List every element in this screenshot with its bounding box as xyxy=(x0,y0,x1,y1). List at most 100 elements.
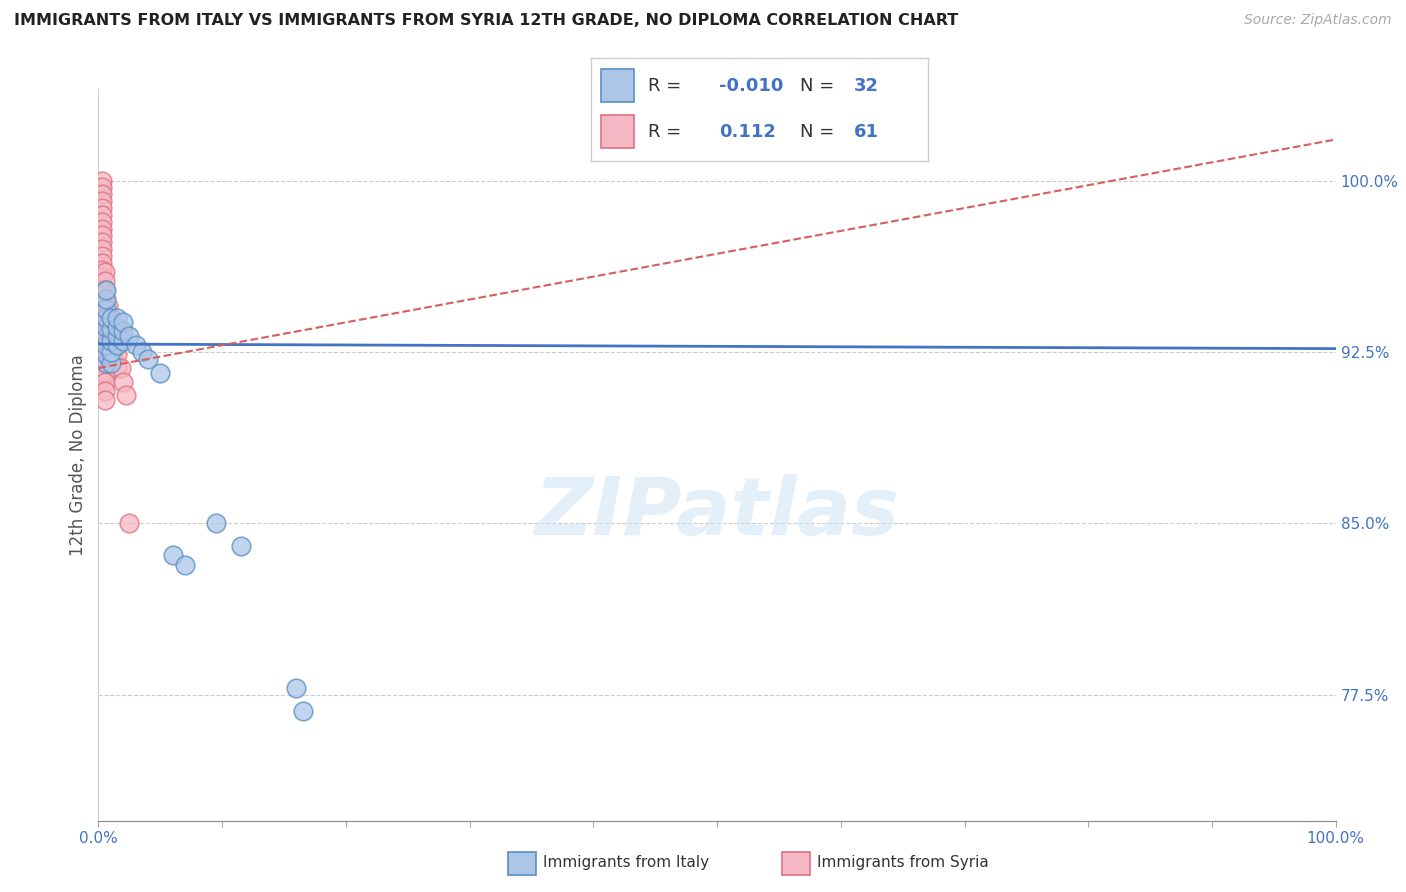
Point xyxy=(91,180,114,194)
Point xyxy=(91,201,114,215)
Point xyxy=(100,310,122,325)
Point xyxy=(112,325,135,339)
Point xyxy=(105,338,128,352)
Point xyxy=(97,345,120,359)
Point xyxy=(91,269,114,284)
Point xyxy=(93,265,115,279)
Point xyxy=(118,516,141,531)
Point xyxy=(162,549,184,563)
Point xyxy=(91,325,114,339)
Bar xyxy=(600,115,634,148)
Text: Immigrants from Syria: Immigrants from Syria xyxy=(817,855,988,870)
Point xyxy=(91,187,114,202)
Point xyxy=(285,681,308,695)
Point xyxy=(94,320,117,334)
Point xyxy=(97,322,120,336)
Point xyxy=(93,392,115,407)
Point xyxy=(105,329,128,343)
Point xyxy=(97,310,120,325)
Point xyxy=(136,351,159,366)
Point xyxy=(93,293,115,307)
Point xyxy=(105,320,128,334)
Point xyxy=(114,388,136,402)
Point xyxy=(91,310,114,325)
Point xyxy=(110,361,132,376)
Point xyxy=(94,310,117,325)
Point xyxy=(94,329,117,343)
Point xyxy=(93,356,115,370)
Point xyxy=(91,372,114,386)
Point xyxy=(94,356,117,370)
Text: R =: R = xyxy=(648,123,681,141)
Point xyxy=(100,315,122,329)
Point xyxy=(93,366,115,380)
Bar xyxy=(600,70,634,102)
Text: Source: ZipAtlas.com: Source: ZipAtlas.com xyxy=(1244,13,1392,28)
Point xyxy=(91,351,114,366)
Point xyxy=(100,322,122,336)
Point xyxy=(131,345,153,359)
Point xyxy=(91,221,114,235)
Point xyxy=(174,558,197,572)
Point xyxy=(97,334,120,348)
Point xyxy=(103,350,125,364)
Point xyxy=(100,329,122,343)
Point xyxy=(94,293,117,307)
Point xyxy=(103,335,125,350)
Point xyxy=(91,366,114,380)
Point xyxy=(229,540,252,554)
Point xyxy=(97,299,120,313)
Text: ZIPatlas: ZIPatlas xyxy=(534,475,900,552)
Point xyxy=(91,359,114,373)
Point xyxy=(91,249,114,263)
Text: 0.112: 0.112 xyxy=(718,123,776,141)
Point xyxy=(93,329,115,343)
Point xyxy=(105,361,128,376)
Text: R =: R = xyxy=(648,77,681,95)
Text: -0.010: -0.010 xyxy=(718,77,783,95)
Point xyxy=(91,194,114,209)
Point xyxy=(94,338,117,352)
Point xyxy=(93,384,115,398)
Point xyxy=(91,174,114,188)
Point xyxy=(91,242,114,256)
Point xyxy=(93,347,115,361)
Point xyxy=(91,262,114,277)
Point xyxy=(93,338,115,352)
Point xyxy=(93,274,115,288)
Point xyxy=(91,208,114,222)
Point xyxy=(93,375,115,389)
Point xyxy=(94,301,117,316)
Text: N =: N = xyxy=(800,77,834,95)
Point xyxy=(91,277,114,291)
Point xyxy=(205,516,228,531)
Point xyxy=(112,375,135,389)
Point xyxy=(91,256,114,270)
Point xyxy=(91,284,114,298)
Point xyxy=(91,235,114,250)
Text: 61: 61 xyxy=(853,123,879,141)
Point xyxy=(91,228,114,243)
Point xyxy=(93,284,115,298)
Point xyxy=(149,366,172,380)
Point xyxy=(112,315,135,329)
Point xyxy=(105,310,128,325)
Point xyxy=(124,338,146,352)
Y-axis label: 12th Grade, No Diploma: 12th Grade, No Diploma xyxy=(69,354,87,556)
Point xyxy=(93,320,115,334)
Point xyxy=(91,338,114,352)
Point xyxy=(91,304,114,318)
Point xyxy=(91,318,114,332)
Point xyxy=(91,290,114,304)
Point xyxy=(94,347,117,361)
Point xyxy=(118,329,141,343)
Point xyxy=(100,356,122,370)
Text: Immigrants from Italy: Immigrants from Italy xyxy=(543,855,709,870)
Point xyxy=(93,310,115,325)
Point xyxy=(91,331,114,345)
Point xyxy=(93,301,115,316)
Point xyxy=(100,343,122,357)
Text: IMMIGRANTS FROM ITALY VS IMMIGRANTS FROM SYRIA 12TH GRADE, NO DIPLOMA CORRELATIO: IMMIGRANTS FROM ITALY VS IMMIGRANTS FROM… xyxy=(14,13,959,29)
Point xyxy=(91,345,114,359)
Point xyxy=(94,284,117,298)
